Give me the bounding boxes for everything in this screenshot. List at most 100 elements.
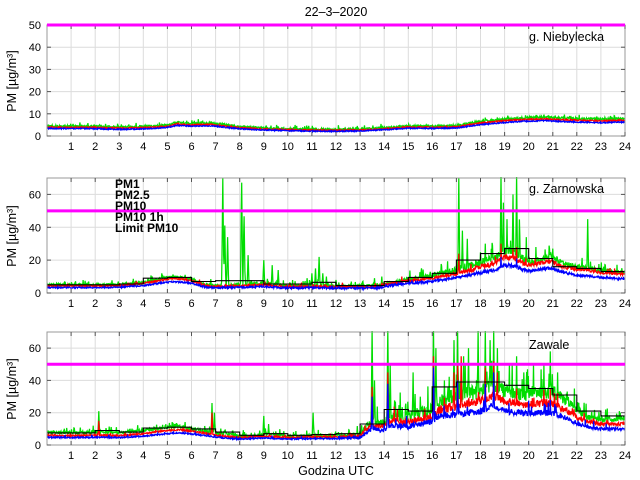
x-tick-label: 22 — [571, 298, 583, 310]
x-tick-label: 17 — [450, 450, 462, 462]
panel-plot-zarnowska: 1 2 3 4 5 6 7 8 9 10 11 12 13 14 15 16 17 18 19 20 21 22 23 240… — [29, 177, 631, 310]
legend-item-limit-pm10: Limit PM10 — [115, 221, 179, 235]
x-tick-label: 2 — [92, 141, 98, 153]
x-tick-label: 14 — [378, 298, 390, 310]
x-tick-label: 7 — [213, 450, 219, 462]
y-tick-label: 0 — [35, 131, 41, 143]
x-tick-label: 5 — [164, 450, 170, 462]
legend-item-pm10: PM10 — [115, 199, 147, 213]
x-tick-label: 13 — [354, 298, 366, 310]
x-tick-label: 17 — [450, 141, 462, 153]
y-tick-label: 40 — [29, 375, 41, 387]
x-tick-label: 4 — [140, 141, 146, 153]
panel-plot-zawale: 1 2 3 4 5 6 7 8 9 10 11 12 13 14 15 16 17 18 19 20 21 22 23 240… — [29, 331, 631, 462]
x-tick-label: 10 — [282, 141, 294, 153]
legend: PM1 PM2.5 PM10 PM10 1h Limit PM10 — [115, 177, 179, 235]
y-tick-label: 60 — [29, 343, 41, 355]
y-tick-label: 0 — [35, 440, 41, 452]
x-tick-label: 20 — [523, 141, 535, 153]
series-layer — [47, 331, 625, 442]
x-tick-label: 6 — [188, 450, 194, 462]
x-tick-label: 7 — [213, 141, 219, 153]
x-tick-label: 24 — [619, 141, 631, 153]
y-axis-label-bottom: PM [µg/m³] — [5, 358, 19, 419]
x-tick-label: 18 — [474, 450, 486, 462]
x-tick-label: 12 — [330, 298, 342, 310]
x-tick-label: 1 — [68, 450, 74, 462]
x-tick-label: 22 — [571, 141, 583, 153]
x-tick-label: 13 — [354, 141, 366, 153]
x-tick-label: 24 — [619, 298, 631, 310]
x-tick-label: 3 — [116, 141, 122, 153]
legend-item-pm2-5: PM2.5 — [115, 188, 150, 202]
y-tick-label: 10 — [29, 109, 41, 121]
x-tick-label: 15 — [402, 298, 414, 310]
panel-label-zarnowska: g. Zarnowska — [529, 182, 604, 196]
y-tick-label: 40 — [29, 222, 41, 234]
x-tick-label: 9 — [261, 450, 267, 462]
x-tick-label: 16 — [426, 141, 438, 153]
x-tick-label: 6 — [188, 298, 194, 310]
y-tick-label: 40 — [29, 42, 41, 54]
x-tick-label: 19 — [498, 141, 510, 153]
series-line-pm1 — [47, 256, 625, 292]
panel-label-zawale: Zawale — [529, 338, 569, 352]
panel-plot-niebylecka: 1 2 3 4 5 6 7 8 9 10 11 12 13 14 15 16 17 18 19 20 21 22 23 240… — [29, 20, 631, 153]
x-tick-label: 3 — [116, 450, 122, 462]
series-layer — [47, 113, 625, 134]
x-tick-label: 19 — [498, 298, 510, 310]
x-tick-label: 23 — [595, 298, 607, 310]
figure-title: 22–3–2020 — [305, 5, 368, 19]
x-tick-label: 11 — [306, 141, 317, 153]
panel-label-niebylecka: g. Niebylecka — [529, 30, 604, 44]
y-tick-label: 60 — [29, 189, 41, 201]
x-tick-label: 23 — [595, 450, 607, 462]
x-tick-label: 20 — [523, 450, 535, 462]
x-axis-label: Godzina UTC — [298, 464, 374, 478]
x-tick-label: 12 — [330, 141, 342, 153]
x-tick-label: 8 — [237, 141, 243, 153]
series-layer — [47, 177, 625, 292]
x-tick-label: 5 — [164, 141, 170, 153]
y-axis-label-top: PM [µg/m³] — [5, 50, 19, 111]
x-tick-label: 15 — [402, 141, 414, 153]
x-tick-label: 8 — [237, 298, 243, 310]
y-tick-label: 20 — [29, 408, 41, 420]
series-line-pm2-5 — [47, 117, 625, 133]
x-tick-label: 18 — [474, 298, 486, 310]
x-tick-label: 21 — [547, 298, 559, 310]
y-tick-label: 20 — [29, 87, 41, 99]
x-tick-label: 4 — [140, 450, 146, 462]
x-tick-label: 16 — [426, 298, 438, 310]
x-tick-label: 8 — [237, 450, 243, 462]
x-tick-label: 11 — [306, 298, 317, 310]
x-tick-label: 12 — [330, 450, 342, 462]
x-tick-label: 10 — [282, 450, 294, 462]
x-tick-label: 21 — [547, 141, 559, 153]
legend-item-pm1: PM1 — [115, 177, 140, 191]
y-tick-label: 50 — [29, 20, 41, 32]
x-tick-label: 16 — [426, 450, 438, 462]
y-tick-label: 20 — [29, 255, 41, 267]
x-tick-label: 7 — [213, 298, 219, 310]
x-tick-label: 1 — [68, 298, 74, 310]
x-tick-label: 1 — [68, 141, 74, 153]
x-tick-label: 14 — [378, 450, 390, 462]
x-tick-label: 17 — [450, 298, 462, 310]
x-tick-label: 21 — [547, 450, 559, 462]
x-tick-label: 10 — [282, 298, 294, 310]
x-tick-label: 5 — [164, 298, 170, 310]
x-tick-label: 9 — [261, 298, 267, 310]
y-axis-label-middle: PM [µg/m³] — [5, 205, 19, 266]
x-tick-label: 18 — [474, 141, 486, 153]
series-line-pm1 — [47, 119, 625, 134]
x-tick-label: 15 — [402, 450, 414, 462]
legend-item-pm10-1h: PM10 1h — [115, 210, 164, 224]
x-tick-label: 6 — [188, 141, 194, 153]
x-tick-label: 11 — [306, 450, 317, 462]
x-tick-label: 2 — [92, 298, 98, 310]
x-tick-label: 23 — [595, 141, 607, 153]
x-tick-label: 3 — [116, 298, 122, 310]
